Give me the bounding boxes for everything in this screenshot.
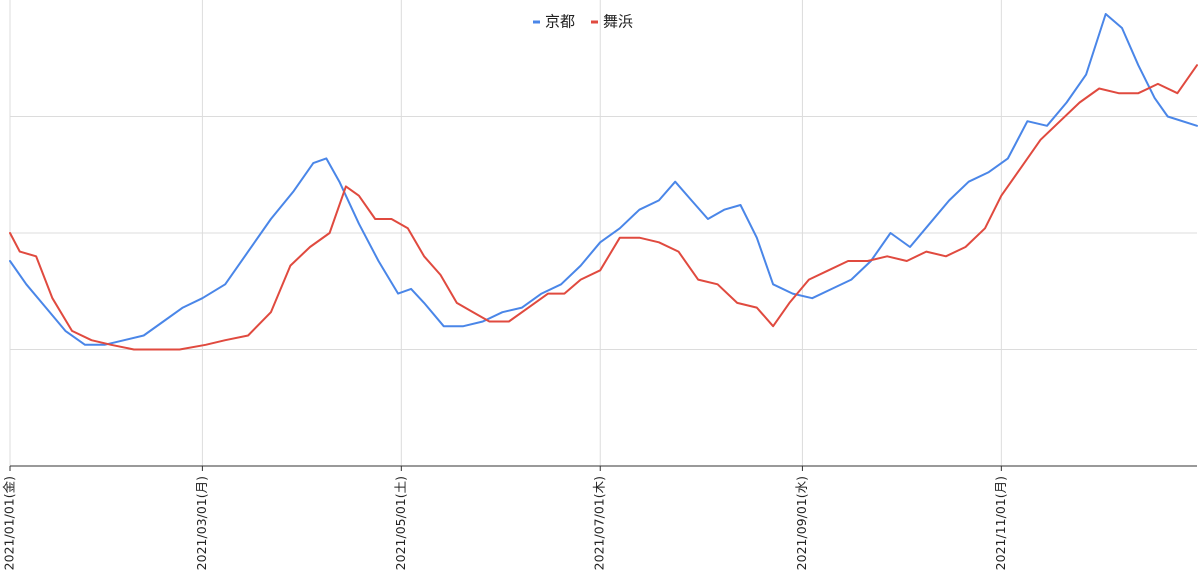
x-tick-label: 2021/11/01(月) (993, 476, 1008, 570)
legend-item-1[interactable]: 京都 (533, 13, 575, 31)
series-layer (9, 13, 1198, 351)
legend-label: 舞浜 (603, 13, 633, 31)
series-line (9, 13, 1198, 346)
x-axis: 2021/01/01(金) 2021/03/01(月) 2021/05/01(土) 2… (2, 465, 1197, 570)
legend-item-2[interactable]: 舞浜 (591, 13, 633, 31)
series-line (9, 64, 1198, 351)
x-tick-label: 2021/01/01(金) (2, 476, 17, 570)
legend-label: 京都 (545, 13, 575, 31)
legend[interactable]: 京都 舞浜 (533, 13, 633, 31)
series-1 (9, 13, 1198, 346)
x-tick-label: 2021/03/01(月) (194, 476, 209, 570)
grid-layer (9, 0, 1197, 466)
x-tick-label: 2021/07/01(木) (592, 476, 607, 570)
series-2 (9, 64, 1198, 351)
x-tick-label: 2021/05/01(土) (393, 476, 408, 570)
x-tick-label: 2021/09/01(水) (794, 476, 809, 570)
